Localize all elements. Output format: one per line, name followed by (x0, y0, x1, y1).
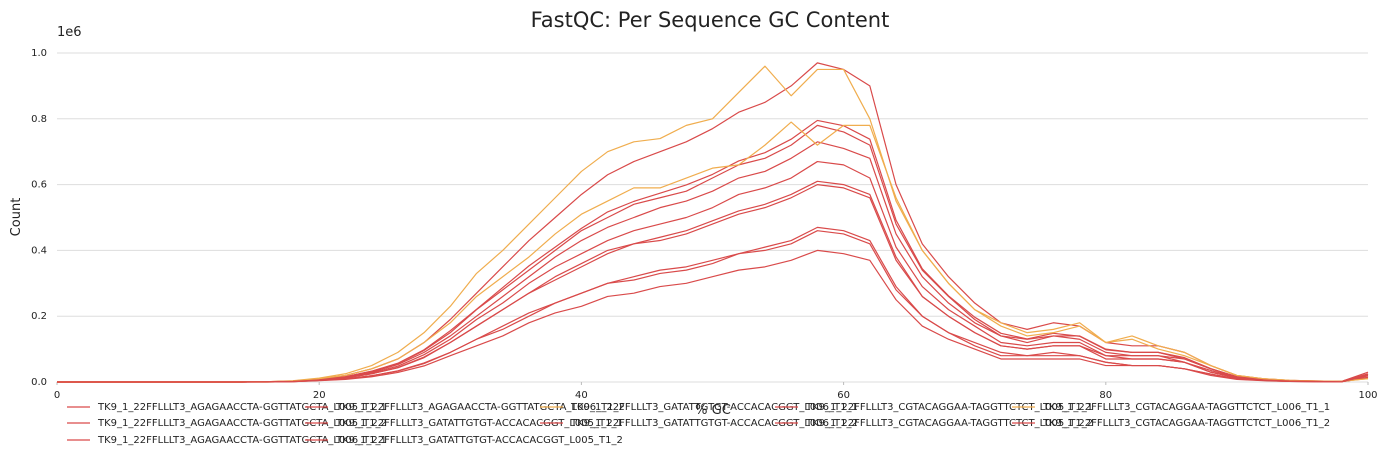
x-axis-label: % GC (695, 403, 731, 418)
legend-label: TK9_1_22FFLLLT3_AGAGAACCTA-GGTTATGCTA_L0… (335, 402, 625, 413)
x-tick-label: 0 (54, 390, 60, 401)
legend-label: TK9_1_22FFLLLT3_GATATTGTGT-ACCACACGGT_L0… (570, 418, 858, 429)
legend-label: TK9_1_22FFLLLT3_CGTACAGGAA-TAGGTTCTCT_L0… (805, 418, 1093, 429)
axis-offset-label: 1e6 (57, 25, 82, 40)
series-line (57, 184, 1369, 383)
x-tick-label: 60 (837, 390, 850, 401)
y-axis-label: Count (9, 198, 24, 237)
legend-label: TK9_1_22FFLLLT3_GATATTGTGT-ACCACACGGT_L0… (570, 402, 858, 413)
legend-label: TK9_1_22FFLLLT3_GATATTGTGT-ACCACACGGT_L0… (335, 418, 623, 429)
y-tick-label: 0.2 (31, 311, 47, 322)
x-tick-label: 80 (1099, 390, 1112, 401)
series-line (57, 121, 1369, 383)
y-tick-label: 0.0 (31, 377, 47, 388)
y-tick-label: 0.4 (31, 245, 47, 256)
legend-label: TK9_1_22FFLLLT3_GATATTGTGT-ACCACACGGT_L0… (335, 435, 623, 446)
legend-label: TK9_1_22FFLLLT3_CGTACAGGAA-TAGGTTCTCT_L0… (1042, 402, 1330, 413)
legend-label: TK9_1_22FFLLLT3_AGAGAACCTA-GGTTATGCTA_L0… (97, 402, 387, 413)
y-tick-label: 0.6 (31, 180, 47, 191)
y-tick-label: 0.8 (31, 114, 47, 125)
legend-label: TK9_1_22FFLLLT3_AGAGAACCTA-GGTTATGCTA_L0… (97, 435, 387, 446)
legend-label: TK9_1_22FFLLLT3_CGTACAGGAA-TAGGTTCTCT_L0… (805, 402, 1093, 413)
series-line (57, 119, 1369, 383)
y-tick-label: 1.0 (31, 48, 47, 59)
legend-label: TK9_1_22FFLLLT3_CGTACAGGAA-TAGGTTCTCT_L0… (1042, 418, 1330, 429)
legend-label: TK9_1_22FFLLLT3_AGAGAACCTA-GGTTATGCTA_L0… (97, 418, 387, 429)
x-tick-label: 40 (575, 390, 588, 401)
series-line (57, 62, 1369, 383)
x-tick-label: 100 (1358, 390, 1377, 401)
chart-title: FastQC: Per Sequence GC Content (531, 8, 890, 32)
x-tick-label: 20 (313, 390, 326, 401)
series-line (57, 124, 1369, 383)
